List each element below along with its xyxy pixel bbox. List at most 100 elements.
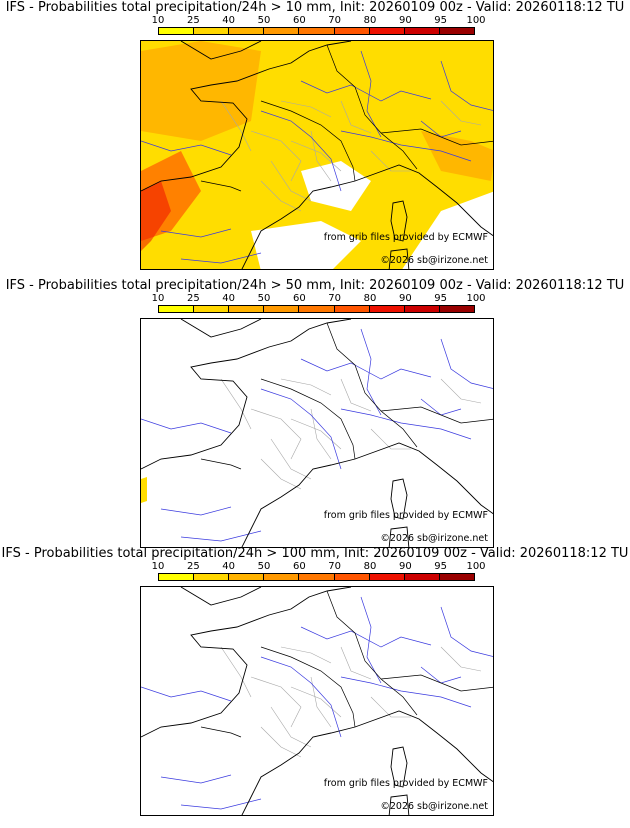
region-boundary [250, 408, 302, 460]
scale-tick-label: 25 [186, 561, 200, 572]
scale-color-swatch [194, 28, 230, 34]
precipitation-map: from grib files provided by ECMWF ©2026 … [140, 40, 494, 270]
scale-tick-label: 70 [328, 293, 342, 304]
region-boundary [370, 428, 411, 450]
region-boundary [270, 160, 312, 202]
color-scale-labels: 10 25 40 50 60 70 80 90 95 100 [152, 561, 486, 573]
river [340, 130, 472, 162]
river [340, 408, 472, 440]
region-boundary [280, 646, 332, 664]
region-boundary [310, 408, 332, 460]
region-boundary [440, 378, 482, 404]
country-border [326, 322, 418, 448]
scale-tick-label: 10 [151, 561, 165, 572]
coastline [141, 41, 352, 192]
river [180, 252, 262, 264]
scale-tick-label: 25 [186, 293, 200, 304]
coastline [180, 41, 262, 60]
scale-color-swatch [439, 306, 474, 312]
scale-color-swatch [264, 306, 300, 312]
scale-tick-label: 70 [328, 15, 342, 26]
scale-color-swatch [159, 306, 195, 312]
region-boundary [220, 646, 252, 698]
river [300, 80, 432, 102]
region-boundary [340, 378, 372, 412]
color-scale-bar [158, 305, 475, 313]
region-boundary [280, 378, 332, 396]
scale-color-swatch [264, 574, 300, 580]
copyright-label: ©2026 sb@irizone.net [380, 533, 488, 544]
scale-color-swatch [404, 28, 440, 34]
scale-tick-label: 100 [466, 293, 486, 304]
color-scale-labels: 10 25 40 50 60 70 80 90 95 100 [152, 293, 486, 305]
source-credit: from grib files provided by ECMWF [323, 232, 488, 243]
scale-color-swatch [264, 28, 300, 34]
region-boundary [290, 418, 342, 450]
scale-color-swatch [159, 28, 195, 34]
scale-color-swatch [369, 306, 405, 312]
copyright-label: ©2026 sb@irizone.net [380, 255, 488, 266]
scale-color-swatch [229, 574, 265, 580]
river [300, 358, 432, 380]
island-outline [390, 478, 408, 520]
map-graphic [141, 41, 493, 269]
coastline [180, 587, 262, 606]
country-border [200, 180, 242, 192]
region-boundary [270, 438, 312, 480]
coastline [241, 442, 493, 547]
river [160, 506, 232, 516]
scale-color-swatch [334, 574, 370, 580]
scale-tick-label: 80 [363, 15, 377, 26]
scale-tick-label: 80 [363, 561, 377, 572]
color-scale-bar [158, 27, 475, 35]
island-outline [390, 746, 408, 788]
map-graphic [141, 319, 493, 547]
coastline [241, 164, 493, 269]
river [141, 140, 232, 156]
scale-tick-label: 50 [257, 15, 271, 26]
scale-tick-label: 40 [222, 15, 236, 26]
region-boundary [270, 706, 312, 748]
scale-tick-label: 10 [151, 293, 165, 304]
river [360, 50, 382, 138]
region-boundary [340, 646, 372, 680]
river [141, 418, 232, 434]
island-outline [390, 200, 408, 242]
region-boundary [260, 458, 302, 490]
color-scale-bar [158, 573, 475, 581]
scale-color-swatch [334, 28, 370, 34]
scale-tick-label: 50 [257, 561, 271, 572]
river [360, 596, 382, 684]
scale-color-swatch [334, 306, 370, 312]
scale-color-swatch [369, 574, 405, 580]
country-border [326, 590, 418, 716]
island-outline [388, 794, 410, 815]
scale-color-swatch [194, 574, 230, 580]
scale-tick-label: 40 [222, 293, 236, 304]
region-boundary [290, 140, 342, 172]
island-outline [388, 526, 410, 547]
map-panel-50mm: IFS - Probabilities total precipitation/… [0, 278, 630, 548]
scale-tick-label: 100 [466, 15, 486, 26]
dry-area [402, 191, 493, 269]
river [141, 686, 232, 702]
map-graphic [141, 587, 493, 815]
coastline [141, 319, 352, 470]
river [260, 656, 342, 738]
river [260, 110, 342, 192]
river [160, 774, 232, 784]
copyright-label: ©2026 sb@irizone.net [380, 801, 488, 812]
scale-tick-label: 25 [186, 15, 200, 26]
region-boundary [340, 100, 372, 134]
country-border [260, 100, 356, 182]
region-boundary [440, 100, 482, 126]
panel-title: IFS - Probabilities total precipitation/… [1, 546, 629, 561]
scale-color-swatch [439, 28, 474, 34]
region-boundary [370, 696, 411, 718]
region-boundary [370, 150, 411, 172]
panel-title: IFS - Probabilities total precipitation/… [5, 0, 625, 15]
panel-title: IFS - Probabilities total precipitation/… [5, 278, 625, 293]
color-scale-labels: 10 25 40 50 60 70 80 90 95 100 [152, 15, 486, 27]
scale-tick-label: 40 [222, 561, 236, 572]
river [180, 798, 262, 810]
